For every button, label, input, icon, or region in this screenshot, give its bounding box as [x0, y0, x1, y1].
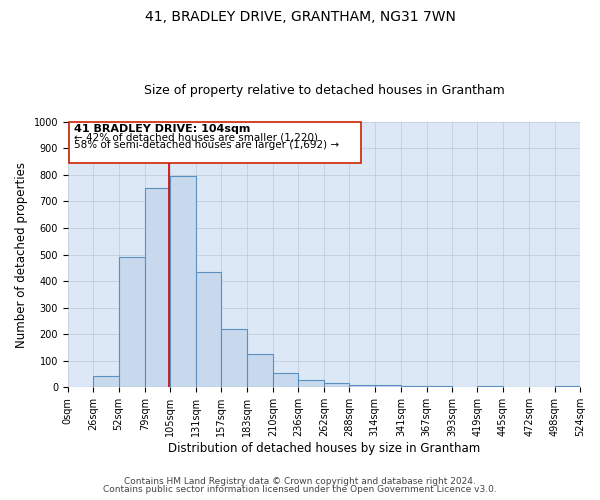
Text: 41, BRADLEY DRIVE, GRANTHAM, NG31 7WN: 41, BRADLEY DRIVE, GRANTHAM, NG31 7WN: [145, 10, 455, 24]
Y-axis label: Number of detached properties: Number of detached properties: [15, 162, 28, 348]
Bar: [427, 386, 452, 388]
Bar: [375, 384, 401, 388]
Bar: [93, 376, 119, 388]
X-axis label: Distribution of detached houses by size in Grantham: Distribution of detached houses by size …: [168, 442, 480, 455]
Text: ← 42% of detached houses are smaller (1,220): ← 42% of detached houses are smaller (1,…: [74, 132, 318, 142]
Bar: [554, 386, 580, 388]
Bar: [196, 272, 221, 388]
Bar: [119, 257, 145, 388]
Bar: [324, 383, 349, 388]
FancyBboxPatch shape: [69, 122, 361, 163]
Text: Contains HM Land Registry data © Crown copyright and database right 2024.: Contains HM Land Registry data © Crown c…: [124, 477, 476, 486]
Text: 41 BRADLEY DRIVE: 104sqm: 41 BRADLEY DRIVE: 104sqm: [74, 124, 250, 134]
Text: 58% of semi-detached houses are larger (1,692) →: 58% of semi-detached houses are larger (…: [74, 140, 339, 150]
Title: Size of property relative to detached houses in Grantham: Size of property relative to detached ho…: [143, 84, 504, 97]
Bar: [401, 386, 427, 388]
Bar: [273, 374, 298, 388]
Bar: [170, 176, 196, 388]
Bar: [478, 386, 503, 388]
Bar: [298, 380, 324, 388]
Bar: [349, 384, 375, 388]
Bar: [221, 329, 247, 388]
Text: Contains public sector information licensed under the Open Government Licence v3: Contains public sector information licen…: [103, 485, 497, 494]
Bar: [247, 354, 273, 388]
Bar: [145, 188, 170, 388]
